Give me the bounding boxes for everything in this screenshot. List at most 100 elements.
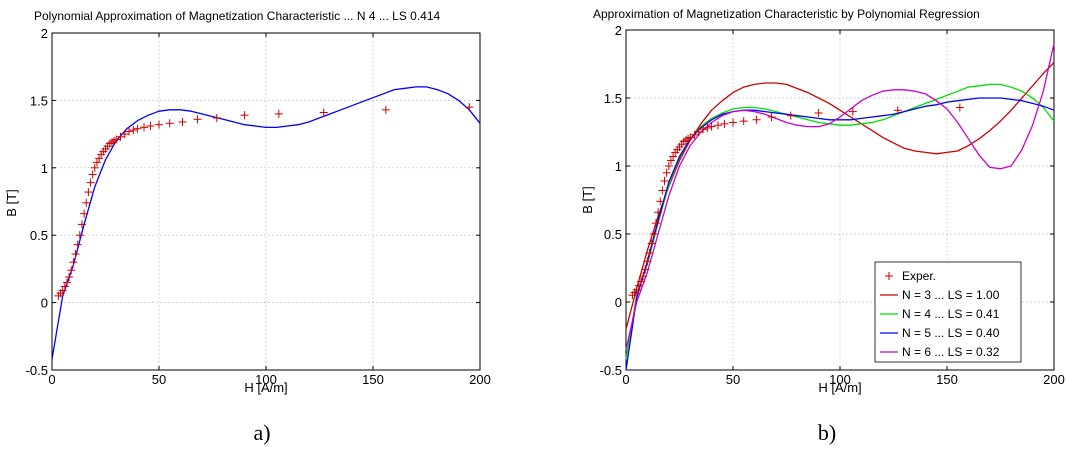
experimental-point <box>88 170 97 179</box>
experimental-point <box>240 111 249 120</box>
chart-a-title: Polynomial Approximation of Magnetizatio… <box>34 9 441 23</box>
experimental-point <box>62 278 71 287</box>
legend-label: N = 5 ... LS = 0.40 <box>902 326 1000 340</box>
experimental-point <box>707 122 716 131</box>
chart-b-ylabel: B [T] <box>580 186 595 213</box>
experimental-point <box>699 125 708 134</box>
legend-box <box>874 261 1022 363</box>
experimental-point <box>662 168 671 177</box>
legend-entry-2: N = 5 ... LS = 0.40 <box>880 326 1000 340</box>
experimental-point <box>893 106 902 115</box>
experimental-point <box>77 220 86 229</box>
experimental-point <box>955 103 964 112</box>
caption-a: a) <box>253 420 270 445</box>
x-tick-label: 200 <box>1043 372 1065 387</box>
experimental-point <box>112 135 121 144</box>
legend-label: N = 3 ... LS = 1.00 <box>902 288 1000 302</box>
experimental-point <box>82 198 91 207</box>
y-tick-label: 0 <box>615 295 622 310</box>
experimental-point <box>632 285 641 294</box>
experimental-point <box>641 265 650 274</box>
experimental-point <box>647 239 656 248</box>
experimental-point <box>105 139 114 148</box>
chart-b-experimental-points <box>628 103 964 300</box>
experimental-point <box>720 119 729 128</box>
y-tick-label: 0.5 <box>30 228 48 243</box>
experimental-point <box>69 258 78 267</box>
y-tick-label: 1.5 <box>30 93 48 108</box>
chart-b-series <box>625 43 1055 371</box>
y-tick-label: -0.5 <box>26 363 48 378</box>
x-tick-label: 0 <box>48 372 55 387</box>
legend-entry-exper: Exper. <box>885 269 936 283</box>
experimental-point <box>714 121 723 130</box>
experimental-point <box>107 138 116 147</box>
y-tick-label: 2 <box>615 23 622 38</box>
y-tick-label: -0.5 <box>600 363 622 378</box>
experimental-point <box>65 272 74 281</box>
experimental-point <box>95 154 104 163</box>
experimental-point <box>75 231 84 240</box>
x-tick-label: 0 <box>622 372 629 387</box>
experimental-point <box>752 115 761 124</box>
chart-a-series <box>51 86 481 360</box>
experimental-point <box>71 250 80 259</box>
experimental-point <box>146 122 155 131</box>
experimental-point <box>110 136 119 145</box>
experimental-point <box>80 209 89 218</box>
y-tick-label: 1 <box>41 161 48 176</box>
chart-b: Approximation of Magnetization Character… <box>580 7 1065 445</box>
experimental-point <box>643 257 652 266</box>
y-tick-label: 0 <box>41 296 48 311</box>
x-tick-label: 200 <box>469 372 491 387</box>
series-line-0 <box>51 86 481 360</box>
experimental-point <box>690 130 699 139</box>
y-tick-label: 2 <box>41 26 48 41</box>
chart-b-legend: Exper. N = 3 ... LS = 1.00 N = 4 ... LS = … <box>874 261 1022 363</box>
experimental-point <box>133 124 142 133</box>
legend-label: Exper. <box>902 269 936 283</box>
chart-b-ticks: 0 50 100 150 200-0.500.511.52 <box>600 23 1065 387</box>
chart-a-ticks: 0 50 100 150 200-0.500.511.52 <box>26 26 491 387</box>
experimental-point <box>120 130 129 139</box>
experimental-point <box>129 126 138 135</box>
legend-label: N = 4 ... LS = 0.41 <box>902 307 1000 321</box>
y-tick-label: 1 <box>615 159 622 174</box>
experimental-point <box>193 115 202 124</box>
experimental-point <box>679 137 688 146</box>
legend-label: N = 6 ... LS = 0.32 <box>902 345 1000 359</box>
x-tick-label: 100 <box>255 372 277 387</box>
experimental-point <box>140 123 149 132</box>
experimental-point <box>73 240 82 249</box>
chart-b-title: Approximation of Magnetization Character… <box>593 7 980 21</box>
experimental-point <box>767 113 776 122</box>
experimental-point <box>729 118 737 127</box>
y-tick-label: 1.5 <box>604 91 622 106</box>
experimental-point <box>178 117 187 126</box>
experimental-point <box>84 188 93 197</box>
y-tick-label: 0.5 <box>604 227 622 242</box>
experimental-point <box>666 156 675 165</box>
x-tick-label: 100 <box>829 372 851 387</box>
chart-a-xlabel: H [A/m] <box>244 380 287 395</box>
experimental-point <box>58 286 67 295</box>
caption-b: b) <box>818 420 836 445</box>
chart-a: Polynomial Approximation of Magnetizatio… <box>4 9 491 445</box>
experimental-point <box>274 109 283 118</box>
experimental-point <box>656 197 665 206</box>
experimental-point <box>92 158 101 167</box>
experimental-point <box>703 123 712 132</box>
experimental-point <box>212 113 221 122</box>
experimental-point <box>681 136 690 145</box>
experimental-point <box>694 128 703 136</box>
experimental-point <box>645 249 654 258</box>
chart-a-ylabel: B [T] <box>4 189 19 216</box>
experimental-point <box>465 103 474 112</box>
legend-entry-1: N = 4 ... LS = 0.41 <box>880 307 1000 321</box>
experimental-point <box>669 152 678 161</box>
experimental-point <box>664 162 673 170</box>
experimental-point <box>651 219 660 228</box>
experimental-point <box>814 108 823 117</box>
experimental-point <box>67 266 76 275</box>
